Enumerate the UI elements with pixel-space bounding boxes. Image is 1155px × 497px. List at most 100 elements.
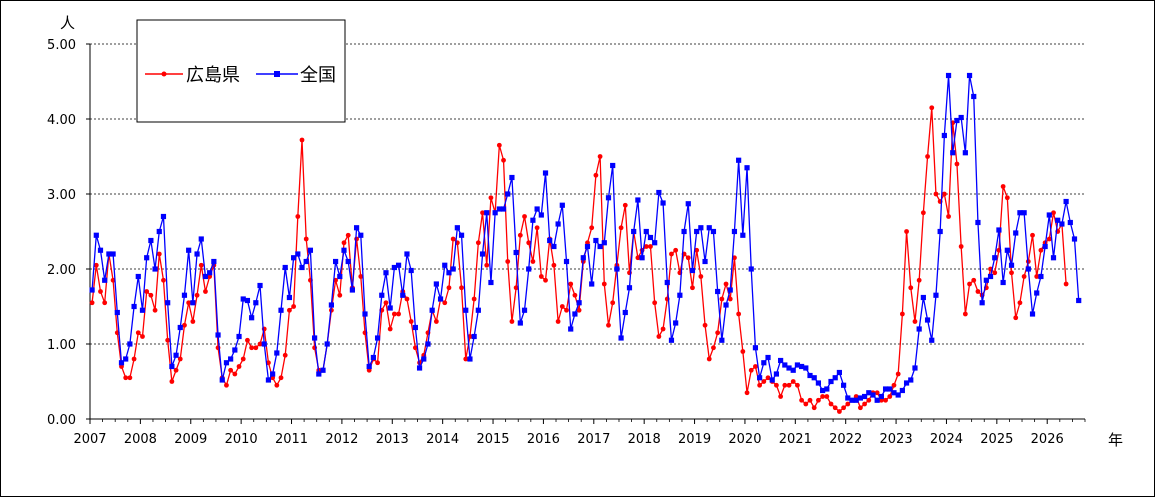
data-point	[782, 382, 788, 388]
data-point	[345, 232, 351, 238]
data-point	[584, 243, 591, 250]
data-point	[517, 232, 523, 238]
data-point	[941, 191, 947, 197]
data-point	[1004, 247, 1010, 253]
data-point	[240, 296, 246, 302]
data-point	[513, 249, 519, 256]
data-point	[236, 333, 242, 340]
data-point	[648, 244, 653, 249]
data-point	[471, 333, 477, 340]
data-point	[778, 357, 784, 364]
data-point	[370, 354, 376, 361]
y-tick-label: 4.00	[47, 113, 76, 128]
data-point	[219, 377, 225, 383]
data-point	[555, 319, 561, 324]
data-point	[597, 154, 603, 159]
x-tick-label: 2015	[476, 432, 509, 447]
data-point	[967, 281, 972, 287]
data-point	[861, 393, 868, 400]
data-point	[165, 300, 171, 306]
data-point	[102, 277, 108, 283]
data-point	[795, 382, 800, 388]
data-point	[824, 386, 830, 392]
x-tick-label: 2009	[174, 432, 207, 447]
y-tick-label: 3.00	[47, 188, 76, 203]
data-point	[908, 285, 914, 291]
data-point	[631, 228, 637, 235]
data-point	[291, 255, 297, 261]
data-point	[543, 277, 548, 283]
data-point	[954, 161, 960, 167]
data-point	[207, 270, 213, 276]
data-point	[396, 311, 401, 317]
data-point	[547, 237, 553, 244]
data-point	[114, 309, 120, 316]
data-point	[576, 307, 582, 313]
legend-label-hiroshima: 広島県	[186, 65, 240, 86]
data-point	[97, 247, 104, 253]
data-point	[223, 360, 230, 366]
data-point	[173, 367, 179, 373]
data-point	[118, 360, 125, 366]
data-point	[694, 228, 700, 235]
x-tick-label: 2025	[980, 432, 1013, 447]
data-point	[694, 247, 700, 253]
data-point	[816, 397, 821, 403]
x-tick-label: 2008	[124, 432, 157, 447]
data-point	[744, 390, 750, 396]
data-point	[249, 345, 255, 351]
data-point	[475, 240, 481, 246]
data-point	[605, 195, 612, 201]
data-point	[908, 377, 914, 383]
data-point	[895, 371, 901, 377]
data-point	[563, 258, 570, 265]
data-point	[379, 292, 385, 298]
data-point	[589, 225, 595, 231]
data-point	[454, 225, 460, 231]
data-point	[1017, 300, 1023, 306]
data-point	[131, 303, 137, 310]
data-point	[673, 320, 679, 326]
data-point	[341, 240, 347, 246]
data-point	[790, 379, 796, 384]
data-point	[1051, 210, 1056, 216]
data-point	[270, 371, 276, 377]
data-point	[857, 395, 863, 401]
data-point	[824, 394, 830, 399]
data-point	[660, 200, 666, 206]
data-point	[144, 255, 150, 261]
data-point	[866, 390, 872, 396]
data-point	[299, 264, 305, 271]
data-point	[794, 362, 801, 368]
data-point	[601, 281, 607, 287]
data-point	[1021, 210, 1027, 216]
data-point	[387, 326, 393, 332]
data-point	[719, 337, 725, 343]
data-point	[983, 277, 989, 283]
data-point	[593, 237, 599, 244]
data-point	[874, 390, 880, 396]
data-point	[224, 382, 229, 388]
x-tick-label: 2024	[930, 432, 963, 447]
legend-marker-hiroshima	[161, 71, 167, 77]
data-point	[198, 236, 204, 242]
data-point	[349, 287, 355, 293]
data-point	[1063, 281, 1069, 287]
data-point	[912, 319, 918, 324]
data-point	[1008, 262, 1015, 268]
data-point	[639, 255, 645, 261]
data-point	[673, 247, 679, 253]
data-point	[161, 277, 166, 283]
data-point	[479, 251, 486, 257]
data-point	[996, 227, 1002, 233]
data-point	[761, 379, 767, 384]
data-point	[517, 320, 523, 326]
data-point	[564, 307, 569, 313]
legend-box	[136, 19, 346, 123]
data-point	[1063, 198, 1069, 205]
data-point	[832, 405, 838, 411]
data-point	[475, 307, 481, 313]
data-point	[160, 213, 167, 220]
data-point	[177, 356, 183, 362]
data-point	[690, 285, 695, 291]
